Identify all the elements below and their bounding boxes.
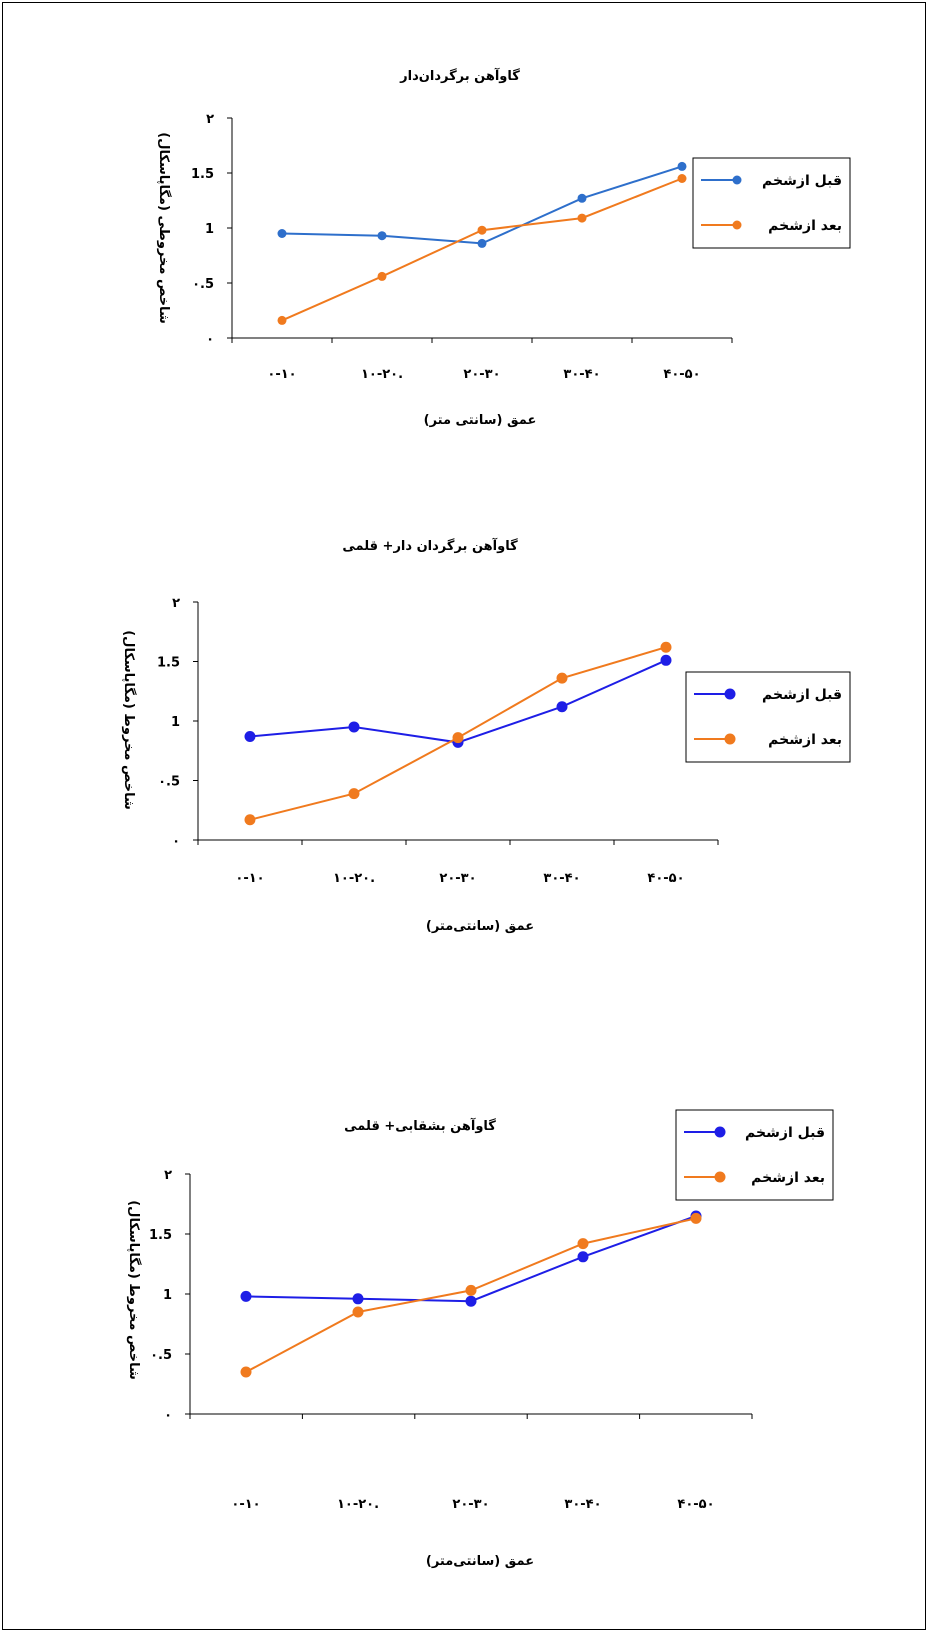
x-axis-title: عمق (سانتی متر) (424, 413, 537, 428)
y-tick-label: 1.5 (149, 1228, 172, 1243)
legend-swatch-marker (724, 688, 736, 700)
data-point-s2-1 (240, 1366, 252, 1378)
data-point-s2-1 (277, 315, 287, 325)
x-tick-label: ۳۰-۴۰ (564, 1497, 601, 1512)
line-chart-1: گاوآهن برگردان‌دار ۰ ۰.5 1 1.5 ۲ ۰-۱۰ ۱۰-۲۰. ۲۰-… (156, 67, 851, 428)
y-tick-label: 1 (163, 1288, 172, 1303)
x-tick-label: ۰-۱۰ (235, 871, 264, 886)
x-tick-label: ۱۰-۲۰. (337, 1497, 379, 1512)
x-tick-label: ۱۰-۲۰. (361, 367, 403, 382)
chart-title: گاوآهن برگردان دار+ قلمی (342, 537, 518, 554)
x-tick-label: ۳۰-۴۰ (563, 367, 600, 382)
data-point-s2-5 (660, 641, 672, 653)
x-tick-label: ۲۰-۳۰ (463, 367, 500, 382)
data-point-s1-2 (377, 231, 387, 241)
x-axis-title: عمق (سانتی‌متر) (426, 919, 534, 934)
x-axis-title: عمق (سانتی‌متر) (426, 1554, 534, 1569)
data-point-s2-4 (556, 672, 568, 684)
data-point-s1-3 (465, 1295, 477, 1307)
data-point-s2-4 (577, 1238, 589, 1250)
legend-swatch-marker (714, 1171, 726, 1183)
y-axis-title: شاخص مخروطی (مگاپاسکال) (156, 132, 172, 323)
chart-title: گاوآهن بشقابی+ قلمی (344, 1117, 496, 1134)
data-point-s1-5 (677, 161, 687, 171)
x-tick-label: ۴۰-۵۰ (647, 871, 684, 886)
data-point-s2-3 (465, 1284, 477, 1296)
data-point-s2-3 (477, 225, 487, 235)
data-point-s1-3 (477, 238, 487, 248)
data-point-s2-5 (677, 174, 687, 183)
x-tick-label: ۳۰-۴۰ (543, 871, 580, 886)
data-point-s1-1 (277, 229, 287, 238)
legend-label: بعد ازشخم (768, 732, 842, 748)
data-point-s2-2 (377, 271, 387, 281)
y-tick-label: 1 (205, 222, 214, 237)
y-axis-title: شاخص مخروط (مگاپاسکال) (121, 630, 137, 810)
x-tick-label: ۴۰-۵۰ (677, 1497, 714, 1512)
x-tick-label: ۰-۱۰ (267, 367, 296, 382)
legend-swatch-marker (724, 733, 736, 745)
legend-swatch-marker (732, 175, 742, 185)
legend-label: بعد ازشخم (768, 218, 842, 234)
y-axis-title: شاخص مخروط (مگاپاسکال) (126, 1200, 142, 1380)
data-point-s1-4 (577, 1251, 589, 1263)
legend-label: قبل ازشخم (762, 173, 842, 189)
x-tick-label: ۱۰-۲۰. (333, 871, 375, 886)
data-point-s1-1 (240, 1290, 252, 1302)
data-point-s2-1 (244, 814, 256, 826)
legend-box (692, 157, 851, 249)
chart-title: گاوآهن برگردان‌دار (399, 67, 520, 84)
data-point-s2-4 (577, 213, 587, 223)
legend-label: قبل ازشخم (745, 1125, 825, 1141)
data-point-s1-1 (244, 730, 256, 742)
y-tick-label: 1.5 (191, 167, 214, 182)
y-tick-label: ۲ (172, 596, 180, 611)
data-point-s1-4 (577, 193, 587, 203)
data-point-s2-5 (690, 1212, 702, 1224)
x-tick-label: ۲۰-۳۰ (452, 1497, 489, 1512)
y-tick-label: 1.5 (157, 656, 180, 671)
legend-swatch-marker (732, 220, 742, 230)
legend-box (685, 671, 851, 763)
y-tick-label: ۰ (172, 834, 180, 849)
series-line-1 (249, 659, 667, 744)
y-tick-label: ۲ (164, 1168, 172, 1183)
data-point-s2-3 (452, 732, 464, 744)
data-point-s1-2 (348, 721, 360, 733)
line-chart-2: گاوآهن برگردان دار+ قلمی ۰ ۰.5 1 1.5 ۲ ۰-۱۰ ۱۰-… (121, 537, 851, 934)
legend-label: قبل ازشخم (762, 687, 842, 703)
legend-box (675, 1109, 834, 1201)
y-tick-label: ۰.5 (192, 277, 214, 292)
data-point-s1-4 (556, 701, 568, 713)
data-point-s2-2 (352, 1306, 364, 1318)
legend-swatch-marker (714, 1126, 726, 1138)
y-tick-label: ۰ (206, 332, 214, 347)
data-point-s1-5 (660, 654, 672, 666)
x-tick-label: ۰-۱۰ (231, 1497, 260, 1512)
line-chart-3: گاوآهن بشقابی+ قلمی ۰ ۰.5 1 1.5 ۲ ۰-۱۰ ۱۰-۲۰. ۲۰… (126, 1109, 834, 1569)
y-tick-label: ۰.5 (158, 775, 180, 790)
y-tick-label: ۰.5 (150, 1348, 172, 1363)
x-tick-label: ۴۰-۵۰ (663, 367, 700, 382)
y-tick-label: 1 (171, 715, 180, 730)
y-tick-label: ۰ (164, 1408, 172, 1423)
data-point-s2-2 (348, 788, 360, 800)
x-tick-label: ۲۰-۳۰ (439, 871, 476, 886)
y-tick-label: ۲ (206, 112, 214, 127)
data-point-s1-2 (352, 1293, 364, 1305)
series-line-2 (281, 177, 683, 322)
legend-label: بعد ازشخم (751, 1170, 825, 1186)
